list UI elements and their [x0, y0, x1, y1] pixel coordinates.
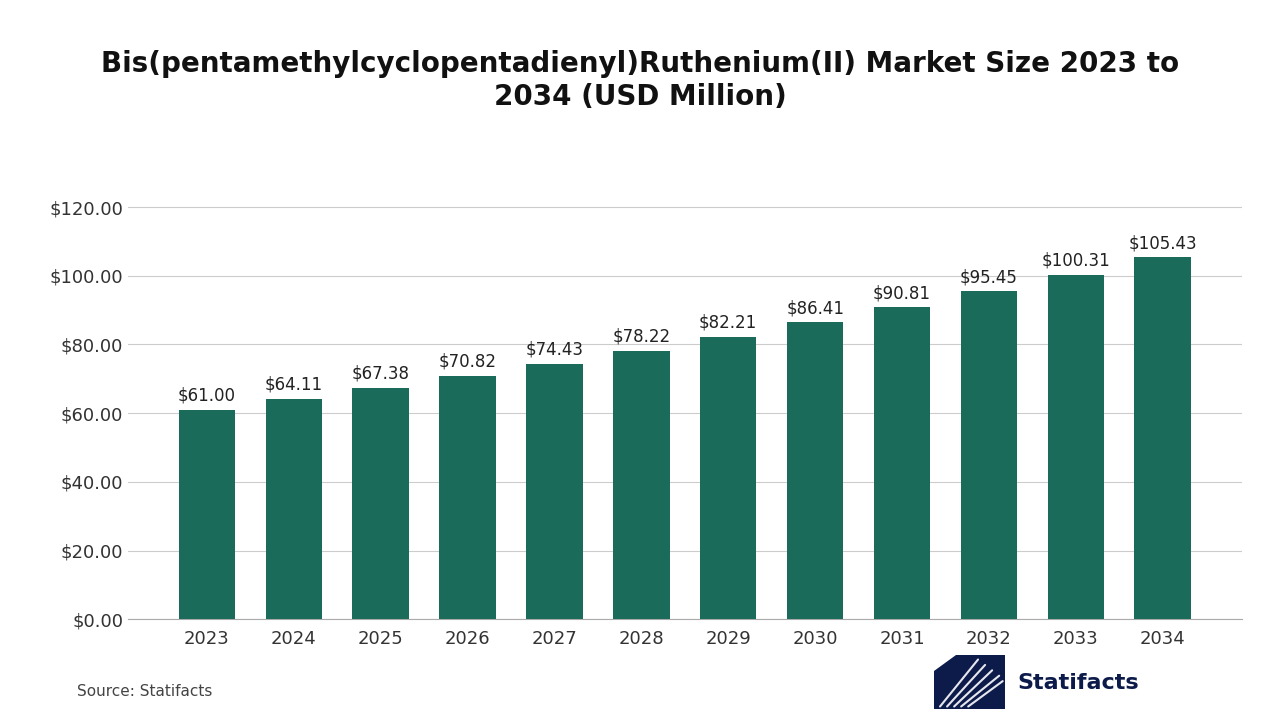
Text: $100.31: $100.31 — [1042, 251, 1110, 269]
Bar — [700, 337, 756, 619]
Bar — [787, 323, 844, 619]
Bar — [1047, 275, 1105, 619]
Text: $90.81: $90.81 — [873, 284, 931, 302]
Text: $74.43: $74.43 — [526, 341, 584, 359]
Text: $64.11: $64.11 — [265, 376, 323, 394]
Text: Statifacts: Statifacts — [1018, 672, 1139, 693]
Text: $86.41: $86.41 — [786, 300, 844, 318]
Text: $70.82: $70.82 — [439, 353, 497, 371]
Text: $78.22: $78.22 — [612, 328, 671, 346]
Polygon shape — [934, 655, 955, 671]
Bar — [961, 292, 1018, 619]
Bar — [1134, 257, 1190, 619]
Text: $82.21: $82.21 — [699, 314, 758, 332]
Text: Source: Statifacts: Source: Statifacts — [77, 684, 212, 698]
Text: $105.43: $105.43 — [1129, 234, 1197, 252]
Text: $61.00: $61.00 — [178, 387, 236, 405]
Bar — [526, 364, 582, 619]
FancyBboxPatch shape — [934, 655, 1005, 709]
Bar — [265, 399, 323, 619]
Bar — [439, 376, 495, 619]
Text: $95.45: $95.45 — [960, 269, 1018, 287]
Bar — [874, 307, 931, 619]
Bar — [352, 388, 408, 619]
Text: Bis(pentamethylcyclopentadienyl)Ruthenium(II) Market Size 2023 to
2034 (USD Mill: Bis(pentamethylcyclopentadienyl)Rutheniu… — [101, 50, 1179, 111]
Text: $67.38: $67.38 — [352, 364, 410, 382]
Bar — [179, 410, 236, 619]
Bar — [613, 351, 669, 619]
